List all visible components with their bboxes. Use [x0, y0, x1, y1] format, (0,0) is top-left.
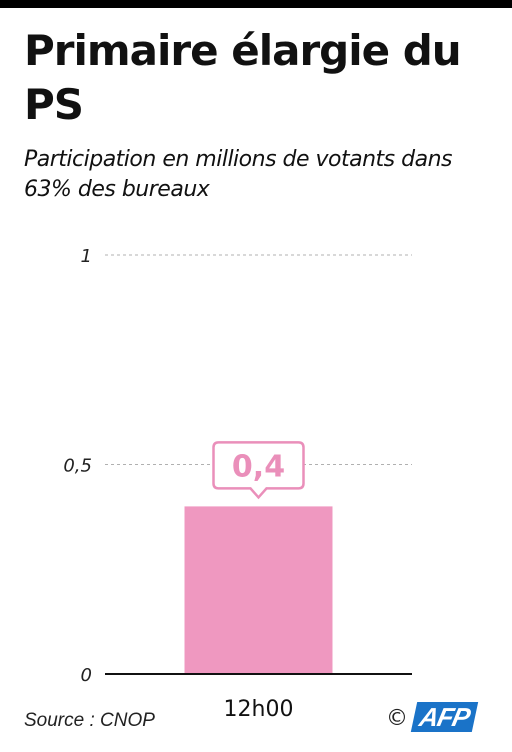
value-label: 0,4: [232, 449, 285, 484]
source-note: Source : CNOP: [24, 710, 155, 731]
top-rule: [0, 0, 512, 8]
chart-title: Primaire élargie du PS: [24, 26, 462, 129]
copyright-icon: ©: [386, 706, 408, 731]
value-callout: [212, 441, 305, 500]
x-category-label: 12h00: [224, 697, 294, 722]
y-tick-label: 1: [81, 246, 92, 267]
bar: [184, 506, 333, 674]
afp-logo: AFP: [410, 702, 479, 732]
y-tick-label: 0: [81, 665, 92, 686]
y-tick-label: 0,5: [63, 456, 92, 477]
chart-subtitle: Participation en millions de votants dan…: [24, 147, 453, 202]
